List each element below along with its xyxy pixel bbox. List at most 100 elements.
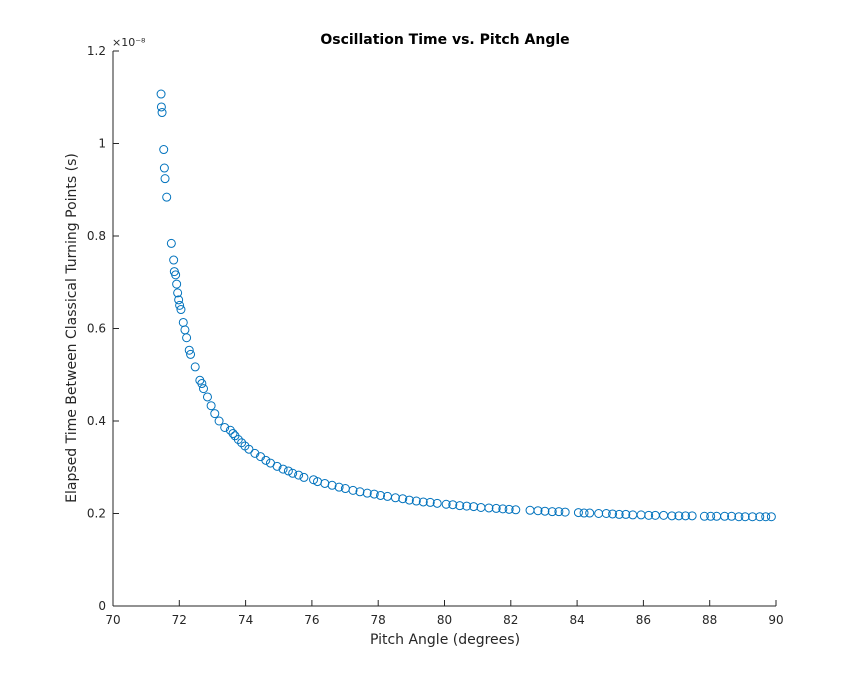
data-point [418,497,428,507]
x-axis-label: Pitch Angle (degrees) [370,632,520,648]
data-point [174,295,184,305]
data-point [162,192,172,202]
data-point [740,512,750,522]
data-point [176,305,186,315]
y-tick-label: 1 [98,137,106,151]
x-tick-label: 82 [503,613,518,627]
data-point [547,507,557,517]
x-tick-label: 76 [304,613,319,627]
data-point [172,279,182,289]
data-point [761,512,771,522]
data-point [699,511,709,521]
data-point [180,325,190,335]
data-point [233,435,243,444]
y-tick-label: 0.8 [87,229,106,243]
data-point [288,468,298,478]
data-point [540,506,550,516]
data-point [621,509,631,519]
x-tick-label: 72 [172,613,187,627]
data-point [533,506,543,516]
x-tick-label: 90 [768,613,783,627]
data-point [355,487,365,497]
data-point [362,488,372,498]
data-point [734,512,744,522]
x-tick-label: 80 [437,613,452,627]
x-tick-label: 88 [702,613,717,627]
x-tick-label: 78 [371,613,386,627]
data-point [376,490,386,500]
data-point [228,428,238,438]
data-point [455,501,465,511]
data-point [432,498,442,508]
chart-title: Oscillation Time vs. Pitch Angle [320,32,569,48]
data-point [441,499,451,509]
x-tick-label: 74 [238,613,253,627]
data-point [278,464,288,474]
x-tick-label: 84 [569,613,584,627]
data-point [220,422,230,432]
data-point [644,510,654,520]
data-point [320,478,330,488]
y-tick-label: 0 [98,599,106,613]
data-point [157,108,167,118]
data-point [573,508,583,518]
data-point [186,349,196,359]
data-point [184,345,194,355]
data-point [309,475,319,485]
data-point [404,495,414,505]
data-point [171,270,181,280]
data-point [579,508,589,518]
data-point [169,255,179,265]
data-point [601,509,611,518]
data-point [484,503,494,513]
data-point [225,425,235,435]
data-point [261,455,271,465]
data-point [299,472,309,482]
data-point [681,511,691,521]
data-point [425,497,435,507]
data-point [283,466,293,476]
data-point [369,489,379,499]
data-point [554,507,564,517]
data-point [334,482,344,492]
y-axis-exponent: ×10⁻⁸ [112,36,146,49]
data-point [712,511,722,521]
data-point [210,409,220,419]
data-point [462,501,472,511]
data-point [327,480,337,490]
data-point [720,511,730,521]
data-point [727,511,737,521]
data-point [390,493,400,503]
data-point [272,461,282,471]
data-point [411,496,421,506]
data-point [511,505,521,515]
data-point [214,416,224,426]
data-point [706,511,716,521]
data-point [448,500,458,510]
data-point [636,510,646,520]
data-point [747,512,757,522]
data-point [476,502,486,512]
x-tick-label: 86 [636,613,651,627]
data-point [687,511,697,521]
y-tick-label: 0.4 [87,414,106,428]
data-point [160,174,170,184]
data-point [166,238,176,248]
data-point [504,504,514,514]
data-point [159,145,169,155]
data-point [525,505,535,515]
data-point [190,362,200,372]
data-point [491,503,501,513]
data-points [156,89,776,522]
data-point [667,511,677,521]
data-point [659,510,669,520]
data-point [237,438,247,448]
data-point [498,504,508,514]
data-point [585,508,595,518]
data-point [182,333,192,343]
axes: 70 72 74 76 78 80 82 84 86 88 90 0 0.2 0.4 0.6 0.8 1 1.2 [87,44,784,627]
y-axis-label: Elapsed Time Between Classical Turning P… [64,153,80,503]
data-point [244,444,254,454]
y-tick-label: 0.6 [87,322,106,336]
data-point [614,509,624,519]
